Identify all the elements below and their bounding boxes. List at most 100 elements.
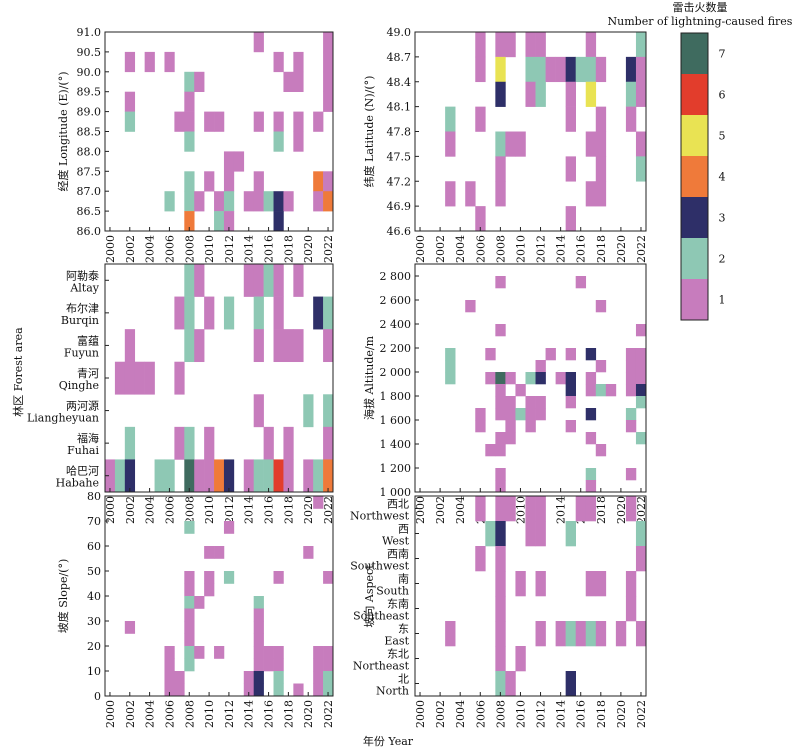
colorbar-tick-label: 7: [719, 48, 726, 61]
y-tick-label: 88.5: [77, 126, 102, 139]
cell-longitude: [253, 171, 264, 192]
colorbar-tick-label: 5: [719, 130, 726, 143]
cell-longitude: [323, 191, 334, 212]
cell-longitude: [124, 51, 136, 73]
cell-forest: [124, 459, 136, 493]
cell-forest: [204, 459, 215, 493]
cell-slope: [293, 683, 304, 697]
x-tick-label: 2004: [454, 235, 467, 263]
cell-slope: [124, 621, 136, 634]
x-tick-label: 2018: [282, 496, 295, 524]
cell-aspect: [615, 621, 627, 647]
cell-aspect: [475, 546, 486, 572]
cell-latitude: [635, 156, 647, 182]
panel-aspect: 西北Northwest西West西南Southwest南South东南South…: [350, 495, 648, 728]
cell-altitude: [585, 480, 597, 493]
cell-altitude: [515, 384, 526, 397]
cell-latitude: [565, 206, 576, 232]
cell-latitude: [495, 181, 506, 207]
y-tick-label: 40: [87, 590, 101, 603]
cell-altitude: [555, 372, 566, 385]
cell-latitude: [585, 81, 597, 107]
x-tick-label: 2004: [144, 496, 157, 524]
cell-forest: [134, 361, 145, 395]
cell-slope: [184, 633, 195, 647]
cell-slope: [273, 646, 284, 659]
heatmap-panels: 86.0 86.5 87.0 87.5 88.0 88.5 89.0 89.5 90.0 90.5…: [27, 26, 648, 728]
x-tick-label: 2020: [302, 496, 315, 524]
cell-altitude: [495, 432, 506, 445]
cell-altitude: [495, 372, 506, 385]
cell-slope: [194, 646, 205, 659]
cell-altitude: [625, 408, 637, 421]
cell-latitude: [445, 181, 456, 207]
y-axis-label: 海拔 Altitude/m: [362, 335, 376, 420]
x-tick-label: 2022: [322, 496, 335, 524]
cell-slope: [323, 571, 334, 584]
x-tick-label: 2006: [474, 700, 487, 728]
cell-forest: [323, 394, 334, 428]
x-tick-label: 2018: [595, 235, 608, 263]
cell-altitude: [585, 372, 597, 385]
cell-latitude: [625, 106, 637, 132]
cell-altitude: [595, 444, 607, 457]
cell-forest: [303, 394, 314, 428]
cell-aspect: [535, 571, 546, 597]
cell-forest: [144, 361, 155, 395]
cell-forest: [184, 296, 195, 330]
cell-aspect: [525, 521, 536, 547]
cell-forest: [263, 459, 274, 493]
row-label-en: Burqin: [61, 314, 99, 327]
row-label-en: Lianghe​yuan: [27, 412, 99, 425]
x-tick-label: 2020: [615, 700, 628, 728]
cell-altitude: [585, 384, 597, 397]
cell-latitude: [635, 56, 647, 83]
y-tick-label: 46.9: [387, 200, 412, 213]
y-tick-label: 87.0: [77, 185, 102, 198]
y-tick-label: 2 000: [380, 366, 412, 379]
cell-forest: [124, 361, 136, 395]
cell-latitude: [565, 56, 576, 83]
x-tick-label: 2010: [514, 700, 527, 728]
row-label-cn: 西南: [387, 548, 409, 561]
cell-latitude: [475, 32, 486, 58]
x-tick-label: 2002: [124, 235, 137, 263]
x-tick-label: 2022: [635, 700, 648, 728]
cell-longitude: [223, 191, 235, 212]
cell-altitude: [495, 468, 506, 481]
cell-slope: [184, 646, 195, 659]
y-tick-label: 90.5: [77, 46, 102, 59]
cell-forest: [194, 459, 205, 493]
cell-aspect: [505, 671, 516, 697]
shared-axis-labels: 年份 Year 林区 Forest area: [11, 327, 414, 748]
x-tick-label: 2008: [494, 235, 507, 263]
cell-slope: [204, 583, 215, 597]
cell-forest: [194, 329, 205, 363]
cell-forest: [253, 296, 264, 330]
cell-forest: [283, 459, 294, 493]
cell-latitude: [535, 81, 546, 107]
x-tick-label: 2008: [494, 700, 507, 728]
cell-altitude: [525, 420, 536, 433]
y-tick-label: 2 200: [380, 342, 412, 355]
cell-longitude: [323, 32, 334, 53]
cell-slope: [204, 571, 215, 584]
cell-longitude: [253, 32, 264, 53]
x-tick-label: 2014: [243, 235, 256, 263]
cell-forest: [323, 459, 334, 493]
cell-aspect: [575, 496, 587, 522]
cell-slope: [184, 621, 195, 634]
cell-altitude: [445, 348, 456, 361]
cell-latitude: [565, 81, 576, 107]
cell-forest: [243, 459, 254, 493]
x-tick-label: 2018: [282, 700, 295, 728]
cell-longitude: [184, 71, 195, 92]
cell-latitude: [635, 131, 647, 157]
cell-longitude: [223, 151, 235, 172]
cell-longitude: [253, 191, 264, 212]
x-tick-label: 2002: [434, 700, 447, 728]
cell-latitude: [525, 56, 536, 83]
cell-latitude: [445, 106, 456, 132]
x-tick-label: 2002: [434, 235, 447, 263]
